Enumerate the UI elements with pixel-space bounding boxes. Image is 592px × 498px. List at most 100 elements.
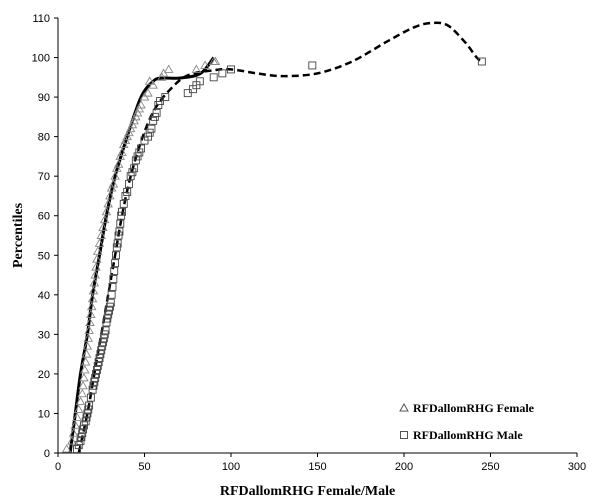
female-triangle-point — [87, 293, 98, 303]
male-square-point — [100, 330, 109, 339]
female-triangle-point — [92, 254, 102, 263]
y-axis-ticks: 0 10 20 30 40 50 60 70 80 90 100 110 — [32, 13, 58, 460]
male-square-point — [102, 318, 111, 327]
male-square-point — [130, 164, 139, 173]
male-square-point — [90, 377, 99, 386]
male-square-point — [308, 61, 317, 70]
female-triangle-point — [129, 115, 139, 125]
male-square-point — [82, 413, 91, 422]
male-square-point — [119, 199, 128, 208]
female-triangle-point — [73, 404, 84, 413]
male-square-point — [109, 275, 118, 283]
female-triangle-point — [200, 60, 210, 69]
female-triangle-point — [70, 420, 81, 429]
male-square-point — [74, 441, 83, 450]
male-square-point — [126, 172, 135, 181]
male-square-point — [111, 259, 120, 268]
male-square-point — [95, 354, 104, 363]
male-square-point — [92, 369, 101, 378]
female-triangle-point — [79, 372, 89, 382]
female-triangle-point — [90, 270, 100, 279]
female-triangle-point — [86, 301, 97, 311]
male-square-point — [79, 425, 88, 434]
female-triangle-point — [144, 76, 155, 85]
data-points — [61, 56, 486, 453]
female-triangle-point — [131, 111, 141, 121]
male-square-point — [152, 108, 161, 117]
male-square-point — [123, 188, 132, 196]
female-triangle-point — [83, 333, 94, 342]
male-square-point — [78, 429, 87, 438]
male-square-point — [156, 97, 165, 105]
male-square-point — [137, 144, 145, 153]
male-square-point — [150, 112, 159, 121]
y-tick-label: 0 — [44, 448, 50, 460]
male-square-point — [97, 346, 106, 355]
female-triangle-point — [136, 100, 146, 109]
male-square-point — [195, 77, 204, 86]
x-tick-label: 50 — [138, 461, 150, 473]
male-square-point — [108, 282, 117, 291]
female-triangle-point — [158, 68, 169, 77]
female-triangle-point — [103, 198, 113, 208]
male-square-point — [218, 69, 227, 78]
legend-label-female: RFDallomRHG Female — [413, 401, 535, 415]
female-triangle-point — [122, 131, 132, 141]
male-square-point — [115, 227, 124, 236]
female-triangle-point — [77, 388, 87, 398]
male-square-point — [124, 180, 133, 189]
female-triangle-point — [68, 428, 79, 437]
x-axis-ticks: 0 50 100 150 200 250 300 — [55, 453, 586, 473]
female-triangle-point — [113, 159, 124, 168]
x-tick-label: 300 — [568, 461, 586, 473]
female-triangle-point — [89, 278, 100, 287]
male-square-point — [114, 231, 123, 240]
female-triangle-point — [82, 341, 93, 350]
male-square-point — [118, 207, 126, 216]
female-triangle-point — [99, 214, 110, 224]
female-triangle-point — [88, 285, 99, 295]
male-square-point — [113, 239, 122, 248]
female-triangle-point — [101, 206, 112, 216]
y-tick-label: 110 — [32, 13, 50, 25]
y-axis-title: Percentiles — [11, 202, 26, 268]
female-triangle-point — [85, 317, 95, 326]
x-tick-label: 0 — [55, 461, 61, 473]
female-triangle-point — [118, 139, 129, 148]
female-triangle-point — [91, 262, 101, 271]
female-triangle-point — [210, 56, 221, 65]
male-square-point — [77, 433, 86, 442]
male-square-point — [104, 310, 113, 319]
male-square-point — [96, 350, 105, 359]
male-square-point — [227, 65, 235, 74]
y-tick-label: 20 — [38, 369, 50, 381]
female-triangle-point — [94, 238, 105, 247]
female-triangle-point — [81, 349, 92, 358]
male-square-point — [99, 338, 107, 347]
male-square-point — [94, 358, 103, 366]
legend-label-male: RFDallomRHG Male — [413, 428, 523, 442]
female-triangle-point — [105, 191, 115, 200]
male-square-point — [121, 192, 130, 200]
female-triangle-point — [108, 179, 119, 188]
male-square-point — [73, 445, 81, 453]
y-tick-label: 40 — [38, 290, 50, 302]
male-square-point — [93, 362, 102, 370]
male-square-point — [477, 57, 486, 66]
male-square-point — [88, 385, 97, 394]
x-axis-title: RFDallomRHG Female/Male — [220, 484, 395, 498]
x-tick-label: 100 — [222, 461, 240, 473]
female-triangle-point — [96, 230, 107, 239]
male-square-point — [161, 93, 170, 102]
male-square-point — [145, 128, 154, 137]
female-triangle-point — [80, 365, 90, 374]
male-square-point — [79, 421, 88, 430]
female-triangle-point — [191, 64, 202, 73]
female-triangle-point — [124, 127, 134, 137]
male-square-point — [144, 132, 152, 141]
male-square-point — [133, 152, 142, 161]
y-tick-label: 10 — [38, 408, 50, 420]
female-triangle-point — [132, 108, 143, 117]
female-triangle-point — [125, 123, 136, 133]
